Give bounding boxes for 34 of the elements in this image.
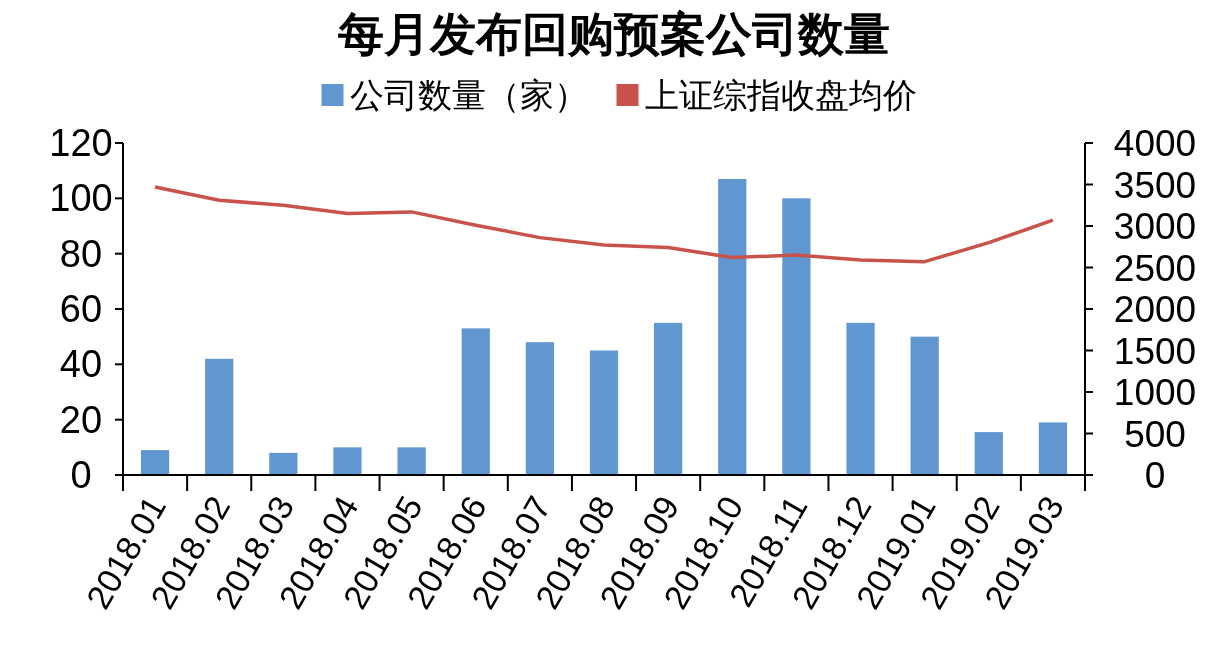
bar bbox=[397, 447, 426, 475]
y-tick-label: 80 bbox=[59, 232, 103, 275]
y2-tick-label: 0 bbox=[1144, 455, 1166, 496]
bar bbox=[589, 350, 619, 475]
y2-tick-label: 1000 bbox=[1113, 372, 1197, 413]
bar bbox=[910, 336, 939, 475]
y2-tick-label: 1500 bbox=[1113, 330, 1197, 372]
y2-tick-label: 2500 bbox=[1113, 247, 1197, 289]
bar bbox=[140, 450, 170, 475]
y2-tick-label: 4000 bbox=[1113, 123, 1197, 164]
bar bbox=[205, 358, 234, 475]
y2-tick-label: 3500 bbox=[1113, 164, 1197, 206]
bar bbox=[654, 322, 683, 475]
bar bbox=[974, 432, 1003, 475]
y2-tick-label: 2000 bbox=[1113, 289, 1197, 330]
y-tick-label: 0 bbox=[70, 454, 92, 496]
bar bbox=[846, 322, 875, 475]
y-tick-label: 60 bbox=[59, 288, 103, 330]
bar bbox=[461, 328, 490, 475]
bar bbox=[718, 178, 747, 475]
chart-title: 每月发布回购预案公司数量 bbox=[337, 8, 890, 60]
y-tick-label: 20 bbox=[59, 398, 103, 441]
legend-label: 上证综指收盘均价 bbox=[644, 76, 917, 114]
bar bbox=[782, 198, 811, 475]
legend-label: 公司数量（家） bbox=[349, 76, 588, 114]
bar bbox=[333, 447, 362, 475]
y-tick-label: 120 bbox=[49, 122, 113, 164]
y2-tick-label: 500 bbox=[1124, 413, 1186, 455]
bar bbox=[269, 452, 298, 475]
bar bbox=[1038, 422, 1068, 475]
y2-tick-label: 3000 bbox=[1113, 206, 1197, 247]
y-tick-label: 40 bbox=[59, 343, 103, 386]
y-tick-label: 100 bbox=[49, 177, 113, 220]
bar bbox=[525, 342, 554, 475]
